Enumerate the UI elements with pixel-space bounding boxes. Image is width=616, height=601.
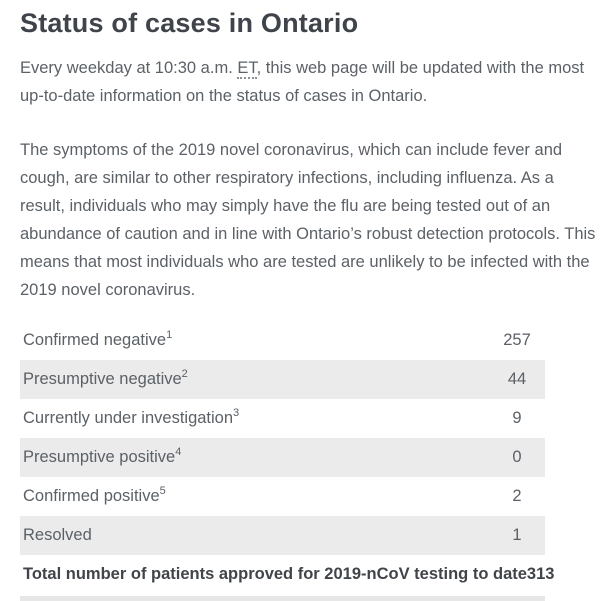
cases-status-table: Confirmed negative1 257 Presumptive nega… <box>20 321 554 601</box>
intro-paragraph: Every weekday at 10:30 a.m. ET, this web… <box>20 54 596 110</box>
table-row: Currently under investigation3 9 <box>20 399 545 438</box>
row-value: 2 <box>512 487 522 505</box>
table-row: Resolved 1 <box>20 516 545 555</box>
total-value: 313 <box>526 565 555 583</box>
row-label: Confirmed negative1 <box>23 328 173 349</box>
row-label: Resolved <box>23 526 92 544</box>
footnote-ref: 3 <box>233 406 240 419</box>
row-value: 44 <box>507 370 527 388</box>
table-row: Presumptive negative2 44 <box>20 360 545 399</box>
et-abbreviation: ET <box>237 59 257 79</box>
table-end-separator <box>20 596 545 601</box>
row-label: Presumptive positive4 <box>23 445 182 466</box>
row-value: 0 <box>512 448 522 466</box>
row-label: Presumptive negative2 <box>23 367 188 388</box>
intro-text-after: , this web page will be updated with the… <box>20 59 585 105</box>
table-total-row: Total number of patients approved for 20… <box>20 555 554 594</box>
footnote-ref: 4 <box>175 445 182 458</box>
intro-text-before: Every weekday at 10:30 a.m. <box>20 59 238 77</box>
status-of-cases-page: Status of cases in Ontario Every weekday… <box>20 8 596 601</box>
symptoms-paragraph: The symptoms of the 2019 novel coronavir… <box>20 141 596 299</box>
row-value: 257 <box>503 331 531 349</box>
row-label: Currently under investigation3 <box>23 406 240 427</box>
table-row: Presumptive positive4 0 <box>20 438 545 477</box>
row-label: Confirmed positive5 <box>23 484 166 505</box>
footnote-ref: 2 <box>181 367 188 380</box>
footnote-ref: 5 <box>159 484 166 497</box>
row-value: 9 <box>512 409 522 427</box>
table-row: Confirmed positive5 2 <box>20 477 545 516</box>
footnote-ref: 1 <box>166 328 173 341</box>
page-title: Status of cases in Ontario <box>20 8 359 38</box>
table-row: Confirmed negative1 257 <box>20 321 545 360</box>
total-label: Total number of patients approved for 20… <box>23 565 527 583</box>
row-value: 1 <box>512 526 522 544</box>
